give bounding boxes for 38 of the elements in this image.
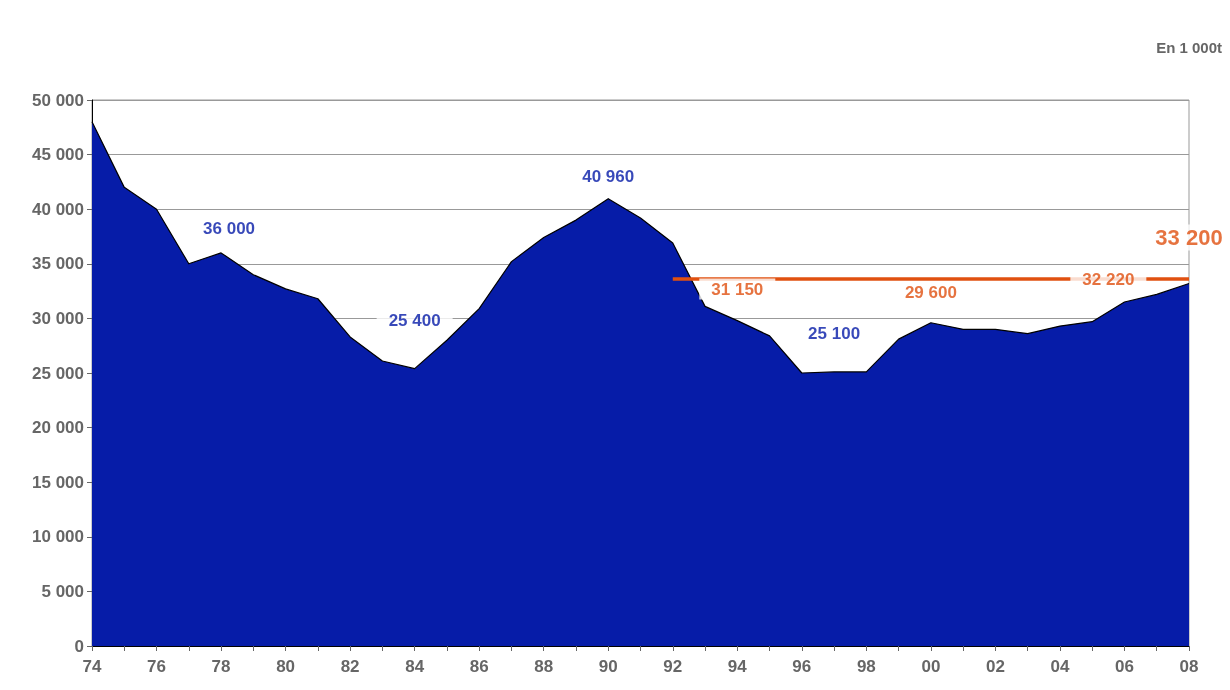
- y-tick-label: 0: [74, 636, 84, 656]
- y-axis-title: En 1 000t: [1156, 39, 1223, 56]
- y-tick-label: 25 000: [32, 363, 84, 383]
- x-tick-label: 08: [1179, 657, 1199, 676]
- annotation: 29 600: [904, 283, 957, 303]
- x-tick-label: 98: [856, 657, 876, 676]
- x-tick-label: 82: [340, 657, 360, 676]
- y-tick-label: 40 000: [32, 199, 84, 219]
- annotation: 31 150: [711, 279, 764, 299]
- x-tick-label: 86: [469, 657, 489, 676]
- x-tick-label: 00: [921, 657, 941, 676]
- annotation: 36 000: [203, 219, 256, 239]
- x-tick-label: 90: [598, 657, 618, 676]
- x-tick-label: 06: [1115, 657, 1134, 676]
- x-tick-label: 88: [534, 657, 554, 676]
- x-tick-label: 92: [663, 657, 683, 676]
- x-tick-label: 80: [276, 657, 296, 676]
- annotation: 33 200: [1155, 224, 1223, 250]
- y-tick-label: 5 000: [41, 581, 84, 601]
- annotation: 25 400: [388, 311, 441, 331]
- annotation: 25 100: [808, 324, 861, 344]
- y-tick-label: 30 000: [32, 308, 84, 328]
- y-tick-label: 50 000: [32, 90, 84, 110]
- x-tick-label: 76: [147, 657, 166, 676]
- y-tick-label: 45 000: [32, 145, 84, 165]
- x-tick-label: 78: [211, 657, 231, 676]
- x-tick-label: 74: [82, 657, 102, 676]
- y-tick-label: 10 000: [32, 527, 84, 547]
- annotation: 32 220: [1082, 269, 1135, 289]
- y-tick-label: 35 000: [32, 254, 84, 274]
- annotation: 40 960: [582, 167, 635, 187]
- x-tick-label: 94: [727, 657, 748, 676]
- y-tick-label: 15 000: [32, 472, 84, 492]
- x-tick-label: 84: [405, 657, 425, 676]
- x-tick-label: 04: [1050, 657, 1070, 676]
- y-tick-label: 20 000: [32, 418, 84, 438]
- x-tick-label: 02: [985, 657, 1005, 676]
- x-tick-label: 96: [792, 657, 812, 676]
